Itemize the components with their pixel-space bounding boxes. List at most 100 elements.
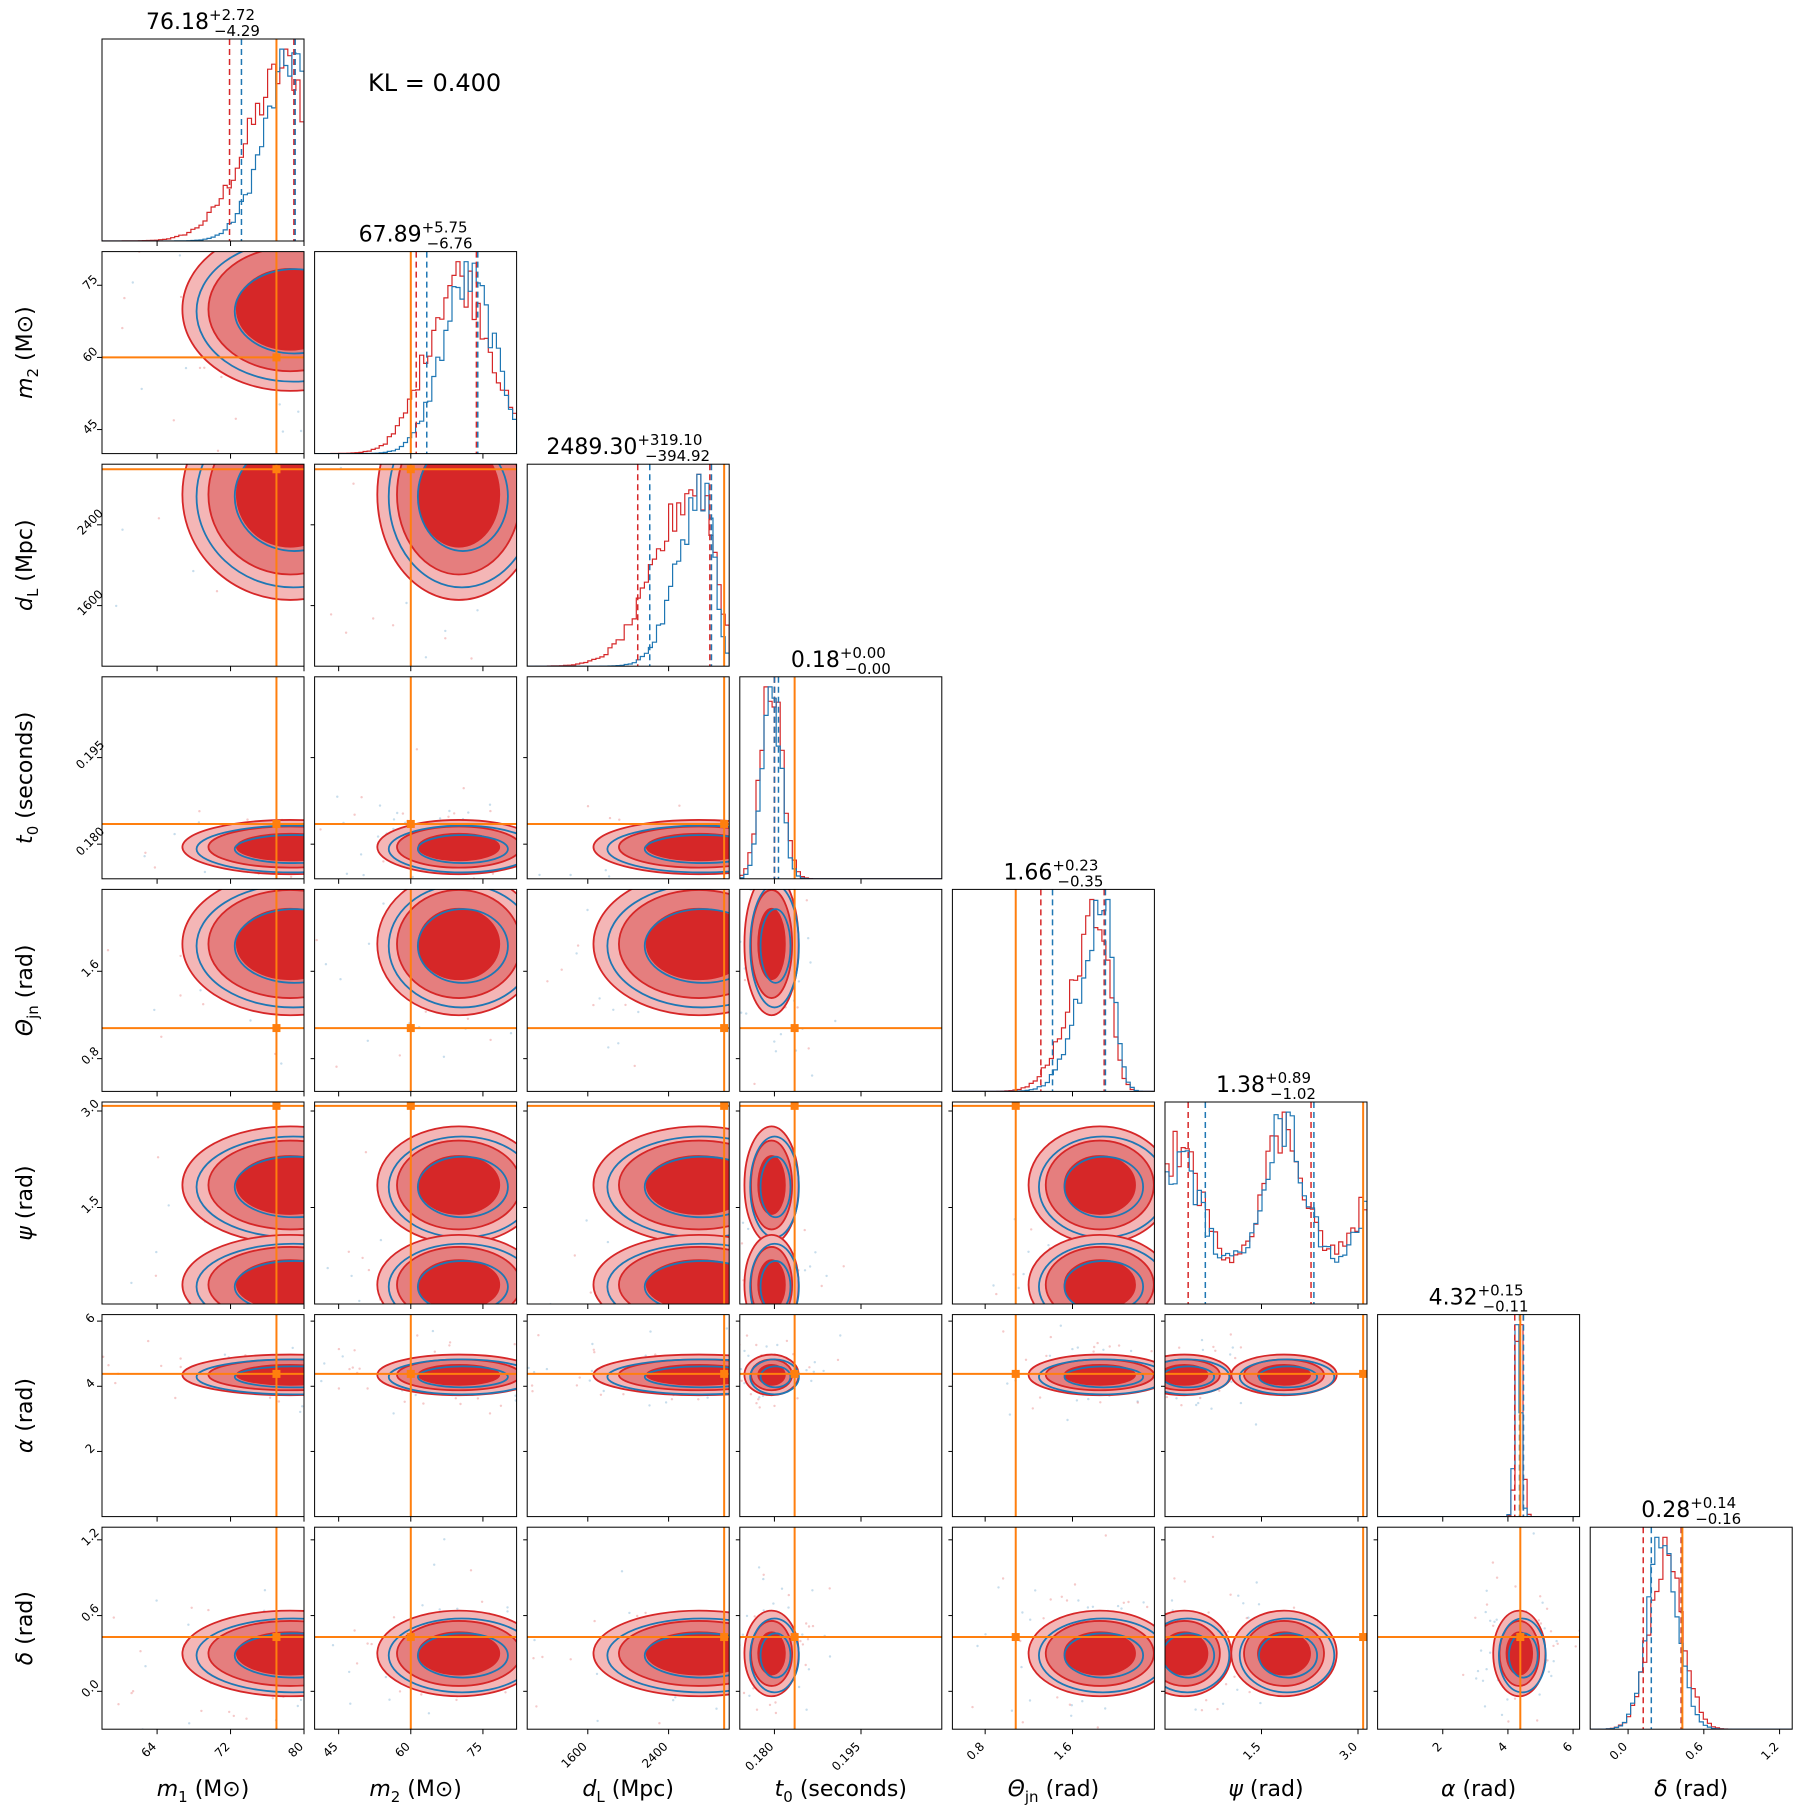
panel-content (952, 1527, 1161, 1730)
sample-point (173, 838, 175, 840)
y-tick-label: 0.6 (78, 1601, 101, 1624)
sample-point (1159, 1638, 1161, 1640)
panel-frame (1164, 1101, 1368, 1305)
label-symbol: ψ (13, 1226, 38, 1241)
sample-point (586, 908, 589, 912)
sample-point (575, 1273, 577, 1275)
sample-point (421, 1604, 424, 1607)
y-axis-label-delta: δ (rad) (13, 1591, 38, 1665)
panel-frame (101, 38, 305, 242)
sample-point (139, 1650, 142, 1653)
sample-point (495, 410, 497, 412)
title-value: 67.89 (359, 223, 422, 248)
sample-point (305, 1555, 307, 1557)
x-axis-label-dL: dL (Mpc) (582, 1777, 674, 1806)
sample-point (306, 950, 308, 952)
sample-point (489, 1038, 492, 1042)
sample-point (587, 1670, 589, 1672)
sample-point (1180, 1404, 1183, 1407)
sample-point (1484, 1733, 1486, 1735)
sample-point (175, 1346, 177, 1348)
panel-content (952, 1102, 1242, 1324)
sample-point (592, 1348, 595, 1352)
sample-point (836, 852, 838, 854)
sample-point (732, 932, 734, 934)
sample-point (1142, 1351, 1144, 1353)
sample-point (1234, 1356, 1237, 1360)
sample-point (1155, 1669, 1157, 1671)
sample-point (117, 1703, 120, 1706)
sample-point (1021, 1611, 1024, 1614)
panel-frame (101, 676, 305, 880)
y-axis-label-dL: dL (Mpc) (13, 519, 42, 611)
x-axis-label-psi: ψ (rad) (1228, 1777, 1303, 1802)
sample-point (1240, 1322, 1242, 1324)
sample-point (1010, 1709, 1014, 1712)
sample-point (552, 1667, 554, 1669)
sample-point (1029, 1618, 1032, 1621)
sample-point (398, 1054, 401, 1057)
sample-point (373, 973, 375, 975)
sample-point (544, 987, 546, 989)
sample-point (541, 1655, 544, 1659)
sample-point (435, 418, 437, 420)
label-unit: (rad) (13, 1378, 38, 1439)
sample-point (531, 477, 533, 479)
sample-point (373, 853, 375, 855)
sample-point (328, 1380, 330, 1382)
sample-point (588, 1379, 591, 1382)
sample-point (326, 1266, 329, 1270)
sample-point (352, 482, 355, 485)
sample-point (503, 678, 505, 680)
sample-point (184, 366, 188, 370)
sample-point (719, 1317, 721, 1319)
sample-point (633, 1064, 636, 1068)
sample-point (1001, 1577, 1005, 1580)
sample-point (753, 1615, 756, 1618)
sample-point (477, 1325, 479, 1327)
sample-point (332, 892, 334, 894)
sample-point (247, 217, 249, 219)
sample-point (1247, 1616, 1250, 1619)
sample-point (530, 1408, 532, 1410)
sample-point (246, 818, 249, 821)
sample-point (144, 1665, 147, 1668)
sample-point (1545, 1607, 1549, 1611)
sample-point (502, 1733, 504, 1735)
sample-point (345, 599, 347, 601)
sample-point (401, 1002, 403, 1004)
title-minus: −4.29 (214, 22, 260, 40)
sample-point (1127, 1600, 1130, 1604)
sample-point (414, 1321, 416, 1323)
sample-point (1071, 1347, 1074, 1351)
sample-point (1485, 1603, 1489, 1606)
sample-point (422, 1402, 425, 1405)
truth-marker (790, 1024, 799, 1033)
sample-point (628, 1611, 631, 1615)
sample-point (551, 839, 553, 841)
sample-point (470, 879, 472, 881)
sample-point (304, 555, 306, 557)
sample-point (328, 385, 330, 387)
sample-point (1104, 1707, 1107, 1710)
sample-point (586, 805, 590, 808)
sample-point (332, 497, 334, 499)
sample-point (1027, 1250, 1030, 1254)
sample-point (373, 1703, 375, 1705)
sample-point (179, 1357, 182, 1360)
sample-point (296, 1704, 299, 1708)
sample-point (622, 251, 624, 253)
sample-point (413, 292, 415, 294)
sample-point (732, 886, 734, 888)
sample-point (763, 1342, 765, 1344)
sample-point (742, 1010, 744, 1012)
contour-blue-outer (1038, 1242, 1155, 1304)
sample-point (716, 886, 718, 888)
sample-point (334, 1363, 336, 1365)
sample-point (586, 899, 588, 901)
sample-point (389, 1692, 391, 1694)
panel-frame (101, 1314, 305, 1518)
histogram-blue (952, 898, 1155, 1092)
contour-blue-outer (749, 889, 800, 1009)
panel-content (314, 676, 553, 881)
